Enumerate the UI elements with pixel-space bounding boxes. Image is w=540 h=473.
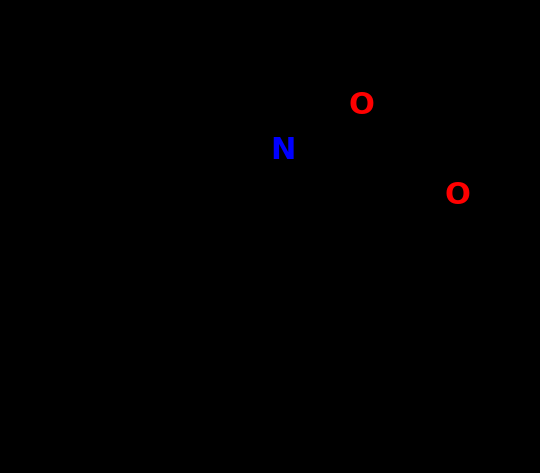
Text: O: O [348, 91, 374, 120]
Circle shape [237, 0, 486, 230]
Circle shape [158, 26, 408, 275]
Text: N: N [271, 136, 296, 165]
Circle shape [200, 0, 540, 247]
Text: CH₃: CH₃ [362, 48, 413, 72]
Circle shape [333, 70, 540, 320]
Text: O: O [444, 181, 470, 210]
